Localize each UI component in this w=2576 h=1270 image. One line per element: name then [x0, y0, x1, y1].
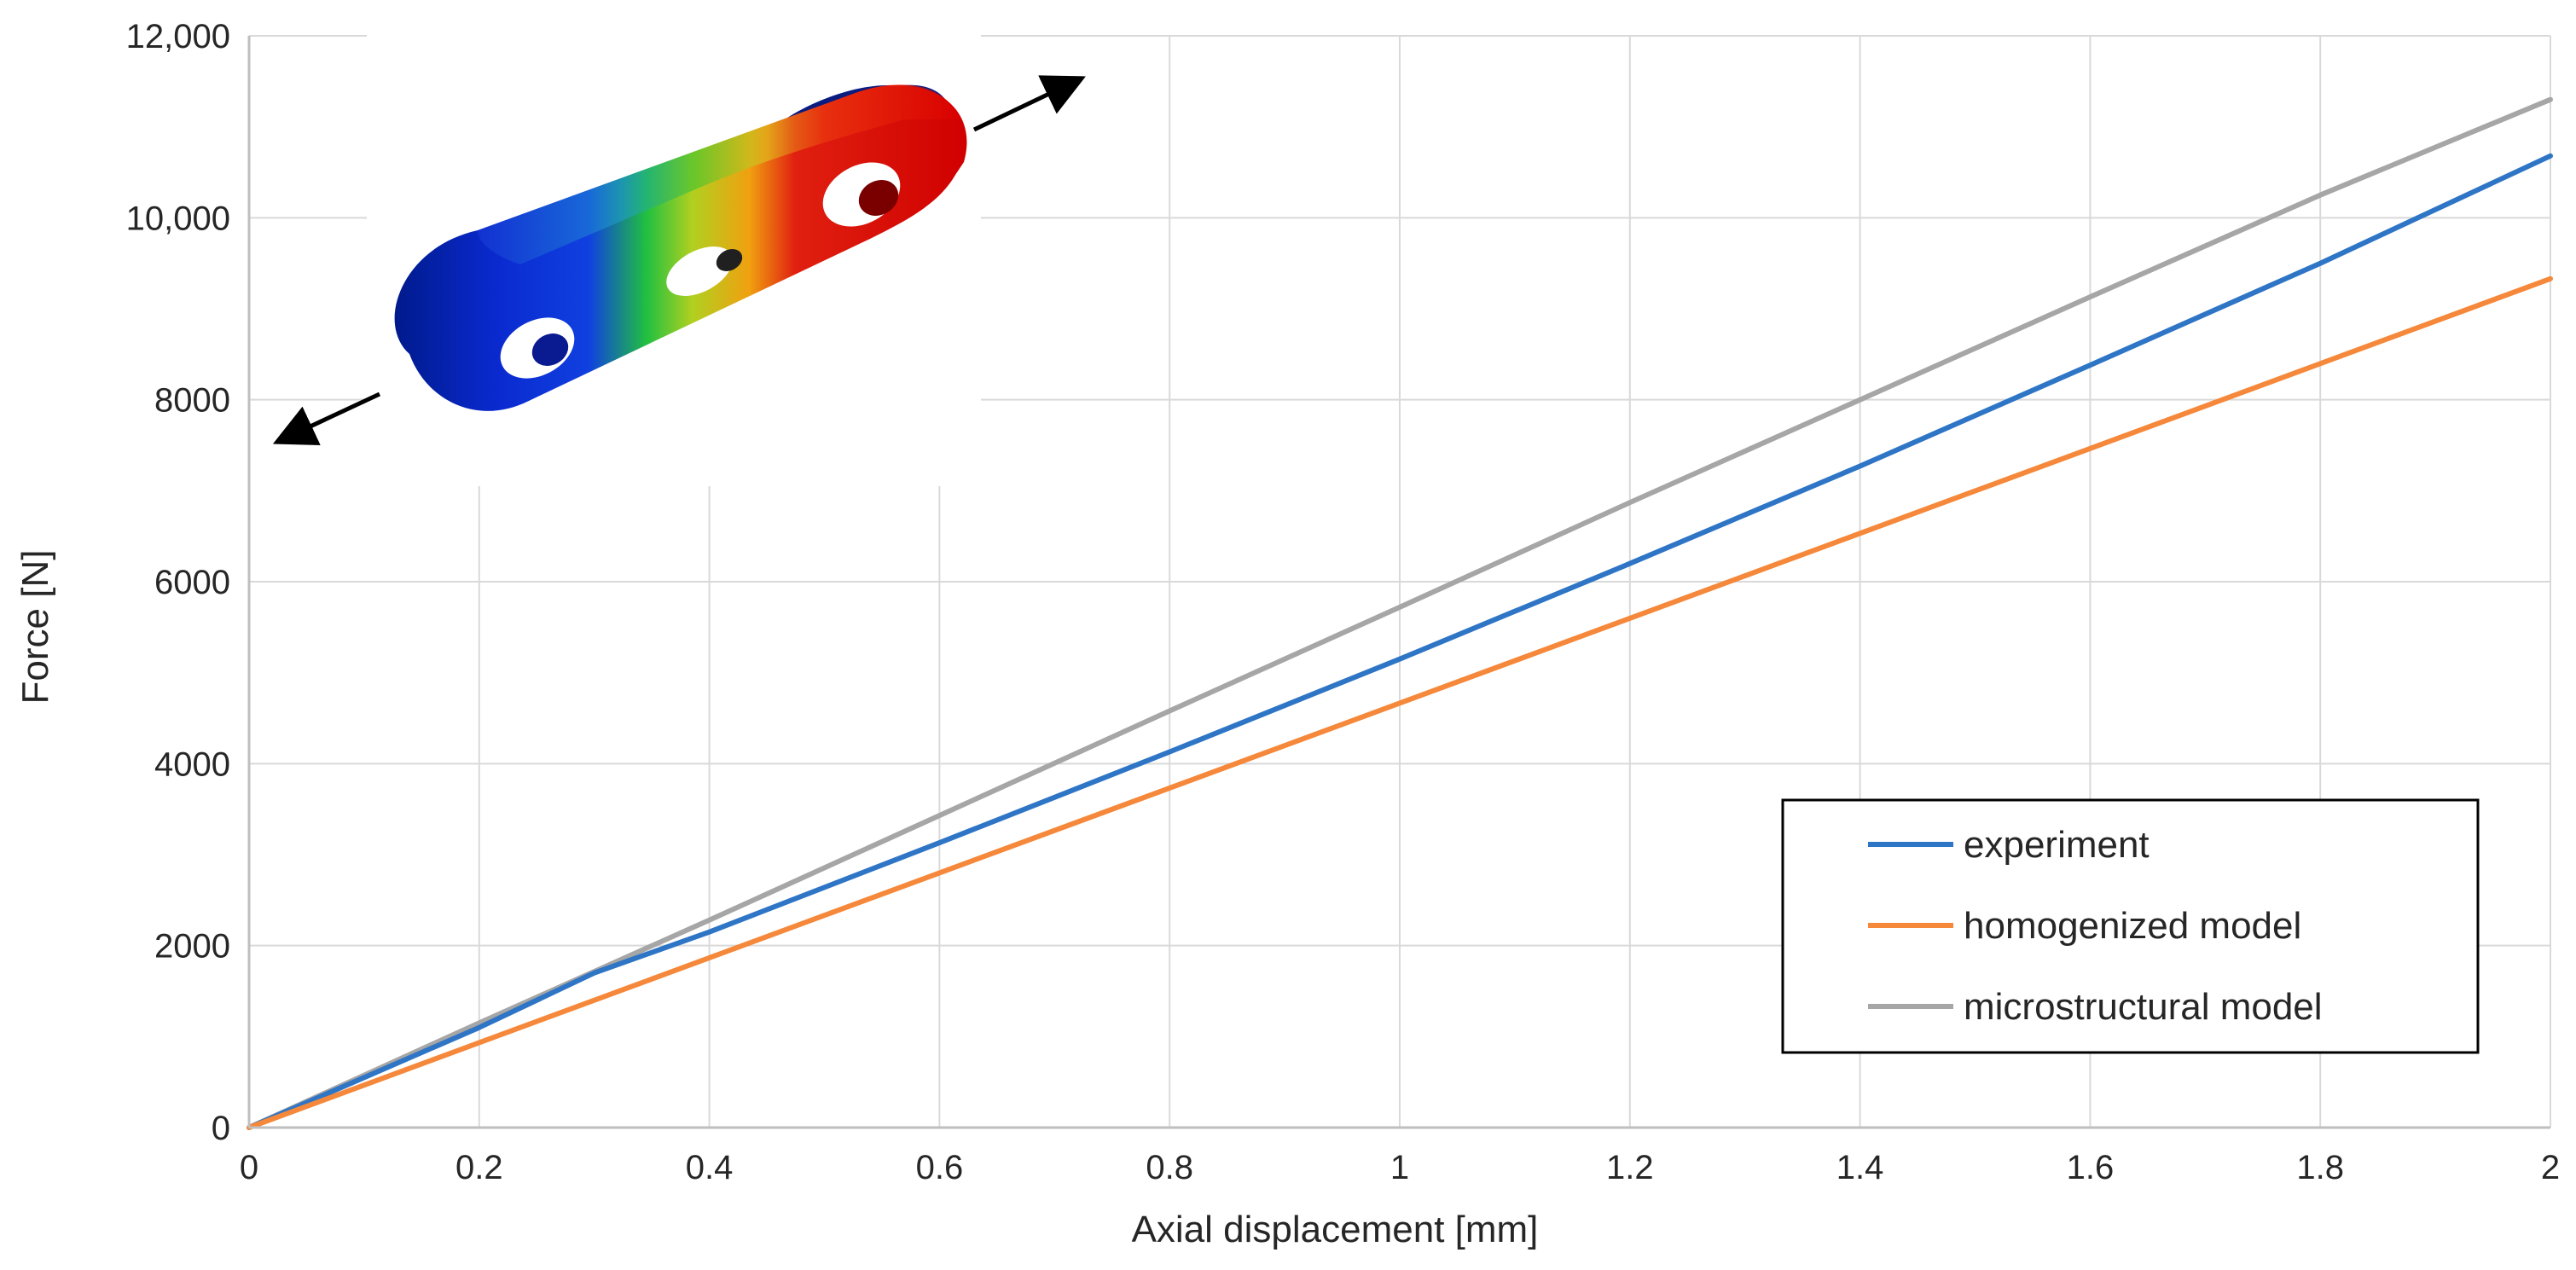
x-axis-title: Axial displacement [mm] [1132, 1209, 1539, 1250]
x-tick-label: 1.6 [2067, 1149, 2115, 1186]
x-tick-label: 1 [1390, 1149, 1409, 1186]
x-tick-label: 0.8 [1146, 1149, 1193, 1186]
series-line-experiment [247, 153, 2553, 1130]
x-tick-label: 1.4 [1836, 1149, 1884, 1186]
x-tick-label: 1.8 [2296, 1149, 2344, 1186]
x-tick-label: 0.6 [916, 1149, 964, 1186]
y-tick-label: 10,000 [126, 200, 230, 237]
y-tick-label: 0 [212, 1110, 230, 1147]
y-tick-label: 8000 [154, 382, 230, 420]
x-tick-label: 0.2 [455, 1149, 503, 1186]
legend-label: microstructural model [1964, 986, 2323, 1028]
series-line-homogenized-model [247, 275, 2553, 1130]
axes [247, 36, 2550, 1129]
x-tick-label: 0 [240, 1149, 258, 1186]
legend-label: experiment [1964, 824, 2150, 866]
series-line-microstructural-model [247, 96, 2553, 1130]
legend: experiment homogenized model microstructur… [1781, 798, 2480, 1054]
x-tick-label: 1.2 [1606, 1149, 1654, 1186]
y-tick-label: 2000 [154, 928, 230, 966]
y-tick-label: 12,000 [126, 18, 230, 55]
series-layer [247, 96, 2553, 1130]
y-tick-label: 4000 [154, 745, 230, 783]
x-tick-label: 2 [2541, 1149, 2560, 1186]
y-tick-labels: 0 2000 4000 6000 8000 10,000 12,000 [126, 18, 230, 1147]
fe-deformed-link-icon [272, 34, 1087, 486]
legend-label: homogenized model [1964, 905, 2301, 947]
y-tick-label: 6000 [154, 564, 230, 601]
y-axis-title: Force [N] [15, 550, 56, 705]
x-tick-labels: 0 0.2 0.4 0.6 0.8 1 1.2 1.4 1.6 1.8 2 [240, 1149, 2560, 1186]
x-tick-label: 0.4 [686, 1149, 734, 1186]
